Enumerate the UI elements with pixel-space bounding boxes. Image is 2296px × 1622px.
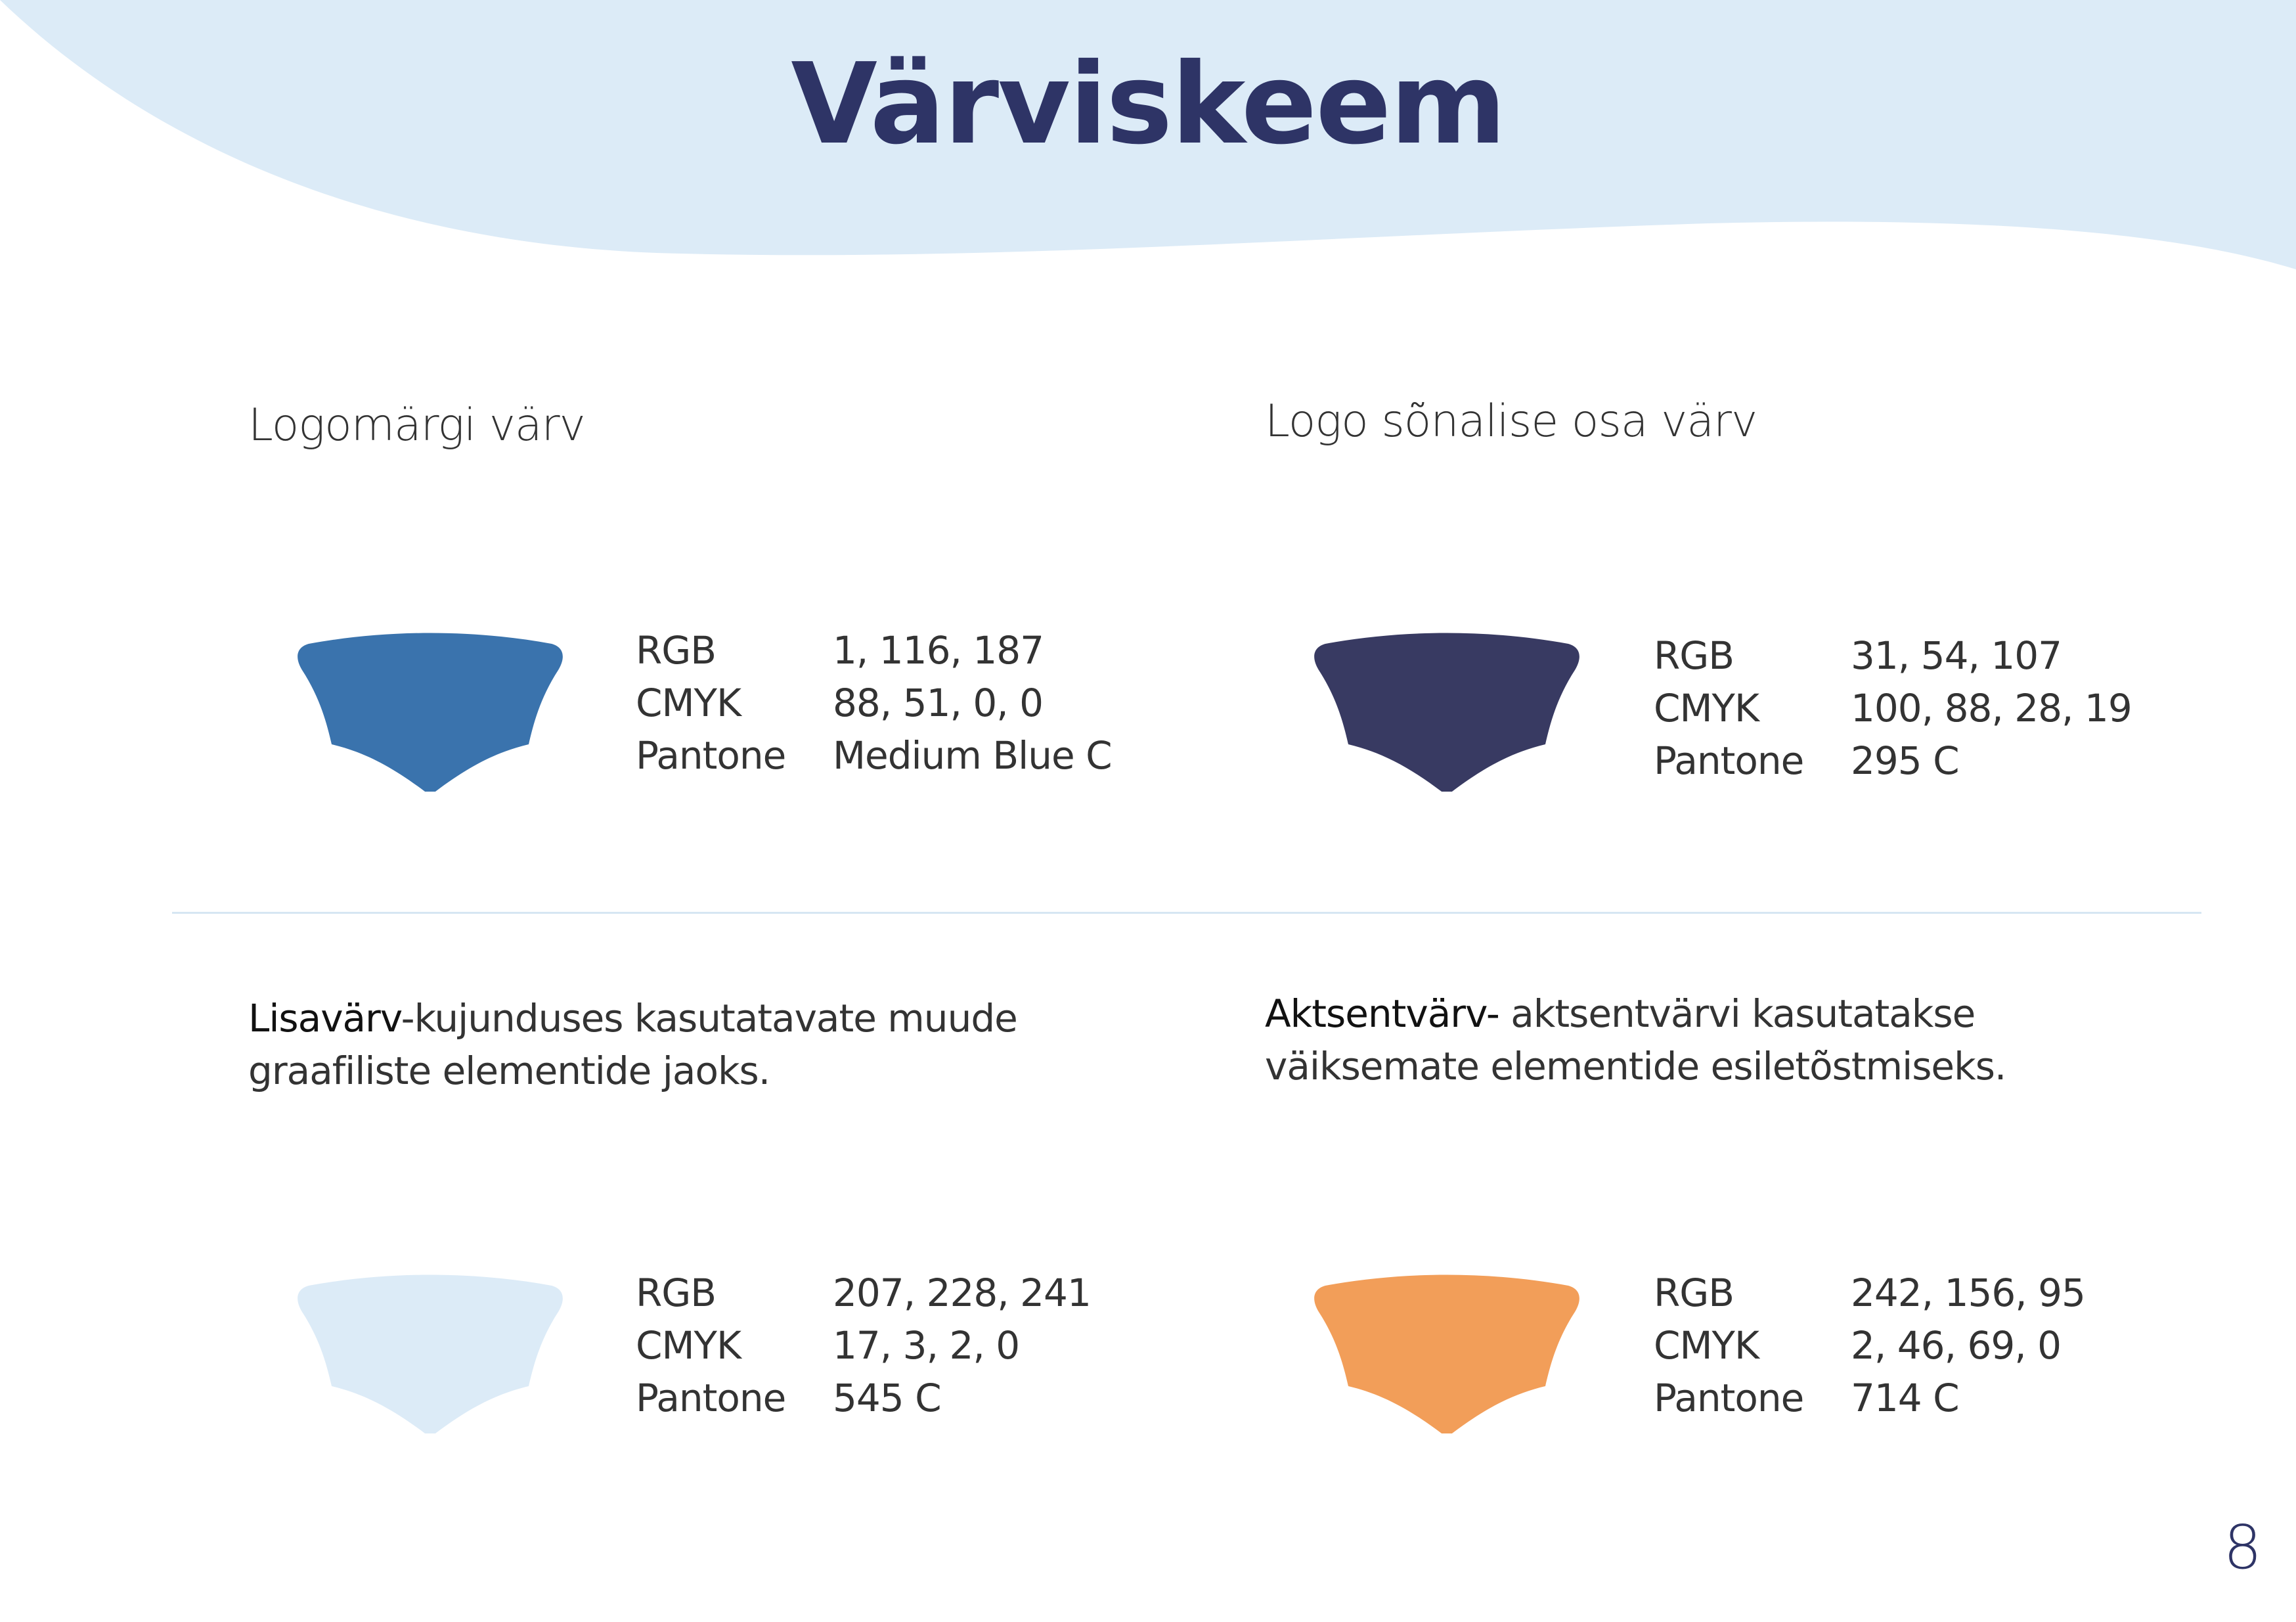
logo-wordmark-color-specs: RGB 31, 54, 107 CMYK 100, 88, 28, 19 Panto… bbox=[1654, 629, 2132, 787]
swatch-shape bbox=[1314, 633, 1579, 792]
spec-value: 88, 51, 0, 0 bbox=[833, 681, 1044, 725]
spec-label: CMYK bbox=[636, 1323, 741, 1368]
spec-label: Pantone bbox=[1654, 1376, 1804, 1420]
swatch-shape bbox=[298, 1274, 563, 1433]
spec-value: 2, 46, 69, 0 bbox=[1851, 1323, 2062, 1368]
header-wave-shape bbox=[0, 0, 2296, 269]
logo-wordmark-color-heading: Logo sõnalise osa värv bbox=[1265, 395, 1757, 447]
logo-wordmark-color-swatch bbox=[1314, 633, 1579, 792]
spec-value: 295 C bbox=[1851, 738, 1960, 783]
spec-value: Medium Blue C bbox=[833, 733, 1113, 778]
spec-value: 207, 228, 241 bbox=[833, 1271, 1092, 1315]
spec-row-rgb: RGB 31, 54, 107 bbox=[1654, 629, 2132, 682]
accent-color-text-line2: väiksemate elementide esiletõstmiseks. bbox=[1265, 1044, 2006, 1089]
accent-color-text-line1: aktsentvärvi kasutatakse bbox=[1499, 991, 1976, 1036]
secondary-color-name: Lisavärv bbox=[248, 996, 402, 1041]
logo-mark-color-heading: Logomärgi värv bbox=[248, 399, 586, 451]
spec-row-rgb: RGB 1, 116, 187 bbox=[636, 624, 1112, 677]
spec-label: RGB bbox=[1654, 1271, 1734, 1315]
page-title: Värviskeem bbox=[791, 39, 1506, 169]
accent-color-swatch bbox=[1314, 1274, 1579, 1433]
swatch-shape bbox=[298, 633, 563, 792]
spec-value: 31, 54, 107 bbox=[1851, 633, 2062, 678]
spec-label: RGB bbox=[636, 628, 717, 673]
spec-value: 714 C bbox=[1851, 1376, 1960, 1420]
spec-value: 100, 88, 28, 19 bbox=[1851, 686, 2132, 731]
spec-label: Pantone bbox=[1654, 738, 1804, 783]
secondary-color-specs: RGB 207, 228, 241 CMYK 17, 3, 2, 0 Pantone… bbox=[636, 1267, 1092, 1424]
logo-mark-color-specs: RGB 1, 116, 187 CMYK 88, 51, 0, 0 Pantone M… bbox=[636, 624, 1113, 782]
spec-row-cmyk: CMYK 17, 3, 2, 0 bbox=[636, 1319, 1091, 1372]
spec-label: CMYK bbox=[636, 681, 741, 725]
swatch-shape bbox=[1314, 1274, 1579, 1433]
spec-row-cmyk: CMYK 2, 46, 69, 0 bbox=[1654, 1319, 2085, 1372]
spec-value: 17, 3, 2, 0 bbox=[833, 1323, 1020, 1368]
spec-row-rgb: RGB 207, 228, 241 bbox=[636, 1267, 1092, 1319]
secondary-color-description: Lisavärv-kujunduses kasutatavate muude gr… bbox=[248, 992, 1018, 1097]
section-divider bbox=[172, 912, 2201, 914]
spec-row-rgb: RGB 242, 156, 95 bbox=[1654, 1267, 2086, 1319]
spec-row-pantone: Pantone 545 C bbox=[636, 1372, 1091, 1424]
accent-color-specs: RGB 242, 156, 95 CMYK 2, 46, 69, 0 Pantone… bbox=[1654, 1267, 2086, 1424]
header-wave bbox=[0, 0, 2296, 269]
secondary-color-swatch bbox=[298, 1274, 563, 1433]
spec-label: RGB bbox=[1654, 633, 1734, 678]
spec-row-pantone: Pantone 295 C bbox=[1654, 734, 2132, 787]
spec-label: Pantone bbox=[636, 733, 786, 778]
accent-color-description: Aktsentvärv- aktsentvärvi kasutatakse väi… bbox=[1265, 987, 2006, 1093]
spec-row-cmyk: CMYK 88, 51, 0, 0 bbox=[636, 677, 1112, 729]
spec-label: CMYK bbox=[1654, 686, 1759, 731]
spec-label: Pantone bbox=[636, 1376, 786, 1420]
secondary-color-text-line2: graafiliste elementide jaoks. bbox=[248, 1048, 770, 1093]
logo-mark-color-swatch bbox=[298, 633, 563, 792]
spec-value: 242, 156, 95 bbox=[1851, 1271, 2086, 1315]
secondary-color-text-line1: -kujunduses kasutatavate muude bbox=[401, 996, 1018, 1041]
spec-value: 545 C bbox=[833, 1376, 942, 1420]
spec-row-cmyk: CMYK 100, 88, 28, 19 bbox=[1654, 682, 2132, 734]
accent-color-name: Aktsentvärv- bbox=[1265, 991, 1500, 1036]
spec-row-pantone: Pantone Medium Blue C bbox=[636, 729, 1113, 782]
spec-value: 1, 116, 187 bbox=[833, 628, 1044, 673]
page-number: 8 bbox=[2223, 1512, 2262, 1583]
spec-row-pantone: Pantone 714 C bbox=[1654, 1372, 2085, 1424]
spec-label: RGB bbox=[636, 1271, 717, 1315]
spec-label: CMYK bbox=[1654, 1323, 1759, 1368]
